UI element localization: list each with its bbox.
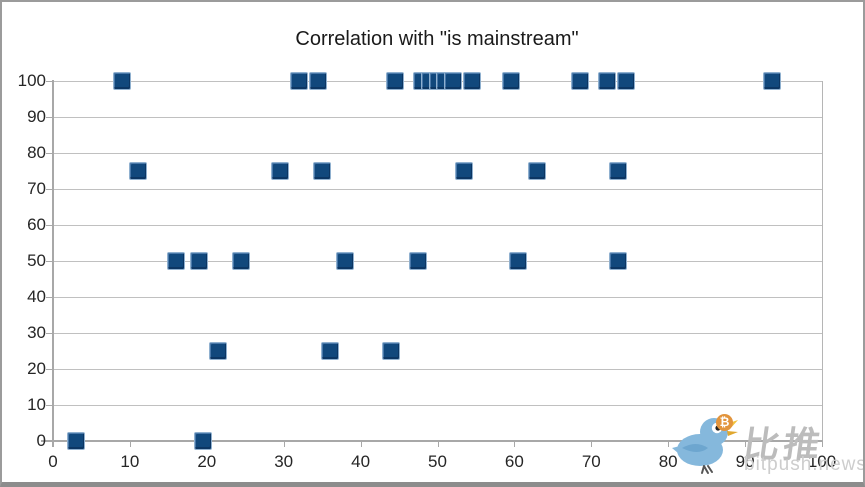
x-axis-label: 70 xyxy=(581,452,601,471)
y-tick-90 xyxy=(46,116,52,118)
x-tick-30 xyxy=(283,441,285,447)
x-axis-label: 20 xyxy=(197,452,217,471)
y-axis-label: 50 xyxy=(27,251,46,270)
data-point xyxy=(763,72,781,90)
gridline-y-30 xyxy=(53,332,822,334)
data-point xyxy=(167,252,186,270)
x-tick-70 xyxy=(591,441,593,447)
data-point xyxy=(232,252,251,270)
y-axis-line xyxy=(52,80,54,447)
y-tick-70 xyxy=(46,188,52,190)
watermark-brand-en: bitpush.news xyxy=(744,454,865,475)
data-point xyxy=(616,72,635,90)
data-point xyxy=(409,252,428,270)
x-tick-0 xyxy=(53,441,54,447)
data-point xyxy=(313,162,332,180)
x-axis-label: 30 xyxy=(274,452,294,471)
x-tick-10 xyxy=(129,441,131,447)
y-tick-80 xyxy=(46,152,52,154)
data-point xyxy=(290,72,309,90)
data-point xyxy=(443,72,462,90)
bitcoin-badge-icon: ₿ xyxy=(716,414,733,431)
data-point xyxy=(509,252,528,270)
x-axis-label: 100 xyxy=(807,452,837,471)
gridline-y-80 xyxy=(53,152,822,154)
x-axis-label: 0 xyxy=(48,452,58,471)
y-tick-0 xyxy=(46,440,52,442)
data-point xyxy=(193,432,212,450)
watermark: ₿ 比推 bitpush.news xyxy=(668,408,865,480)
x-tick-60 xyxy=(514,441,516,447)
y-axis-label: 10 xyxy=(27,395,46,414)
y-axis-label: 30 xyxy=(27,323,46,342)
y-axis-label: 70 xyxy=(27,179,46,198)
y-tick-20 xyxy=(46,368,52,370)
y-axis-label: 40 xyxy=(27,287,46,306)
y-tick-100 xyxy=(46,80,52,82)
data-point xyxy=(128,162,147,180)
data-point xyxy=(270,162,289,180)
y-axis-label: 0 xyxy=(36,431,46,450)
data-point xyxy=(463,72,482,90)
y-axis-label: 80 xyxy=(27,143,46,162)
y-axis-label: 100 xyxy=(17,71,46,90)
data-point xyxy=(609,162,628,180)
data-point xyxy=(570,72,589,90)
x-axis-label: 40 xyxy=(351,452,371,471)
data-point xyxy=(382,342,401,360)
data-point xyxy=(336,252,355,270)
y-tick-10 xyxy=(46,404,52,406)
x-axis-label: 50 xyxy=(428,452,447,471)
x-axis-label: 80 xyxy=(658,452,678,471)
data-point xyxy=(113,72,132,90)
y-axis-label: 90 xyxy=(27,107,46,126)
x-axis-label: 90 xyxy=(735,452,755,471)
y-axis-label: 60 xyxy=(27,215,46,234)
data-point xyxy=(67,432,86,450)
y-tick-50 xyxy=(46,260,52,262)
data-point xyxy=(309,72,328,90)
y-tick-40 xyxy=(46,296,52,298)
plot-border-right xyxy=(822,81,823,441)
gridline-y-90 xyxy=(53,116,822,118)
x-tick-40 xyxy=(360,441,362,447)
x-axis-line xyxy=(41,440,823,442)
data-point xyxy=(501,72,520,90)
gridline-y-70 xyxy=(53,188,822,190)
data-point xyxy=(386,72,405,90)
gridline-y-50 xyxy=(53,260,822,262)
x-tick-90 xyxy=(745,441,747,447)
y-tick-60 xyxy=(46,224,52,226)
gridline-y-60 xyxy=(53,224,822,226)
chart-title: Correlation with "is mainstream" xyxy=(295,28,579,50)
x-tick-100 xyxy=(822,441,823,447)
data-point xyxy=(209,342,228,360)
x-tick-50 xyxy=(437,441,439,447)
x-tick-80 xyxy=(668,441,670,447)
y-tick-30 xyxy=(46,332,52,334)
gridline-y-20 xyxy=(53,368,822,370)
data-point xyxy=(528,162,547,180)
y-axis-label: 20 xyxy=(27,359,46,378)
data-point xyxy=(609,252,628,270)
gridline-y-10 xyxy=(53,404,822,406)
data-point xyxy=(190,252,209,270)
x-axis-label: 60 xyxy=(504,452,524,471)
data-point xyxy=(597,72,616,90)
x-axis-label: 10 xyxy=(120,452,140,471)
data-point xyxy=(455,162,474,180)
data-point xyxy=(320,342,339,360)
gridline-y-40 xyxy=(53,296,822,298)
